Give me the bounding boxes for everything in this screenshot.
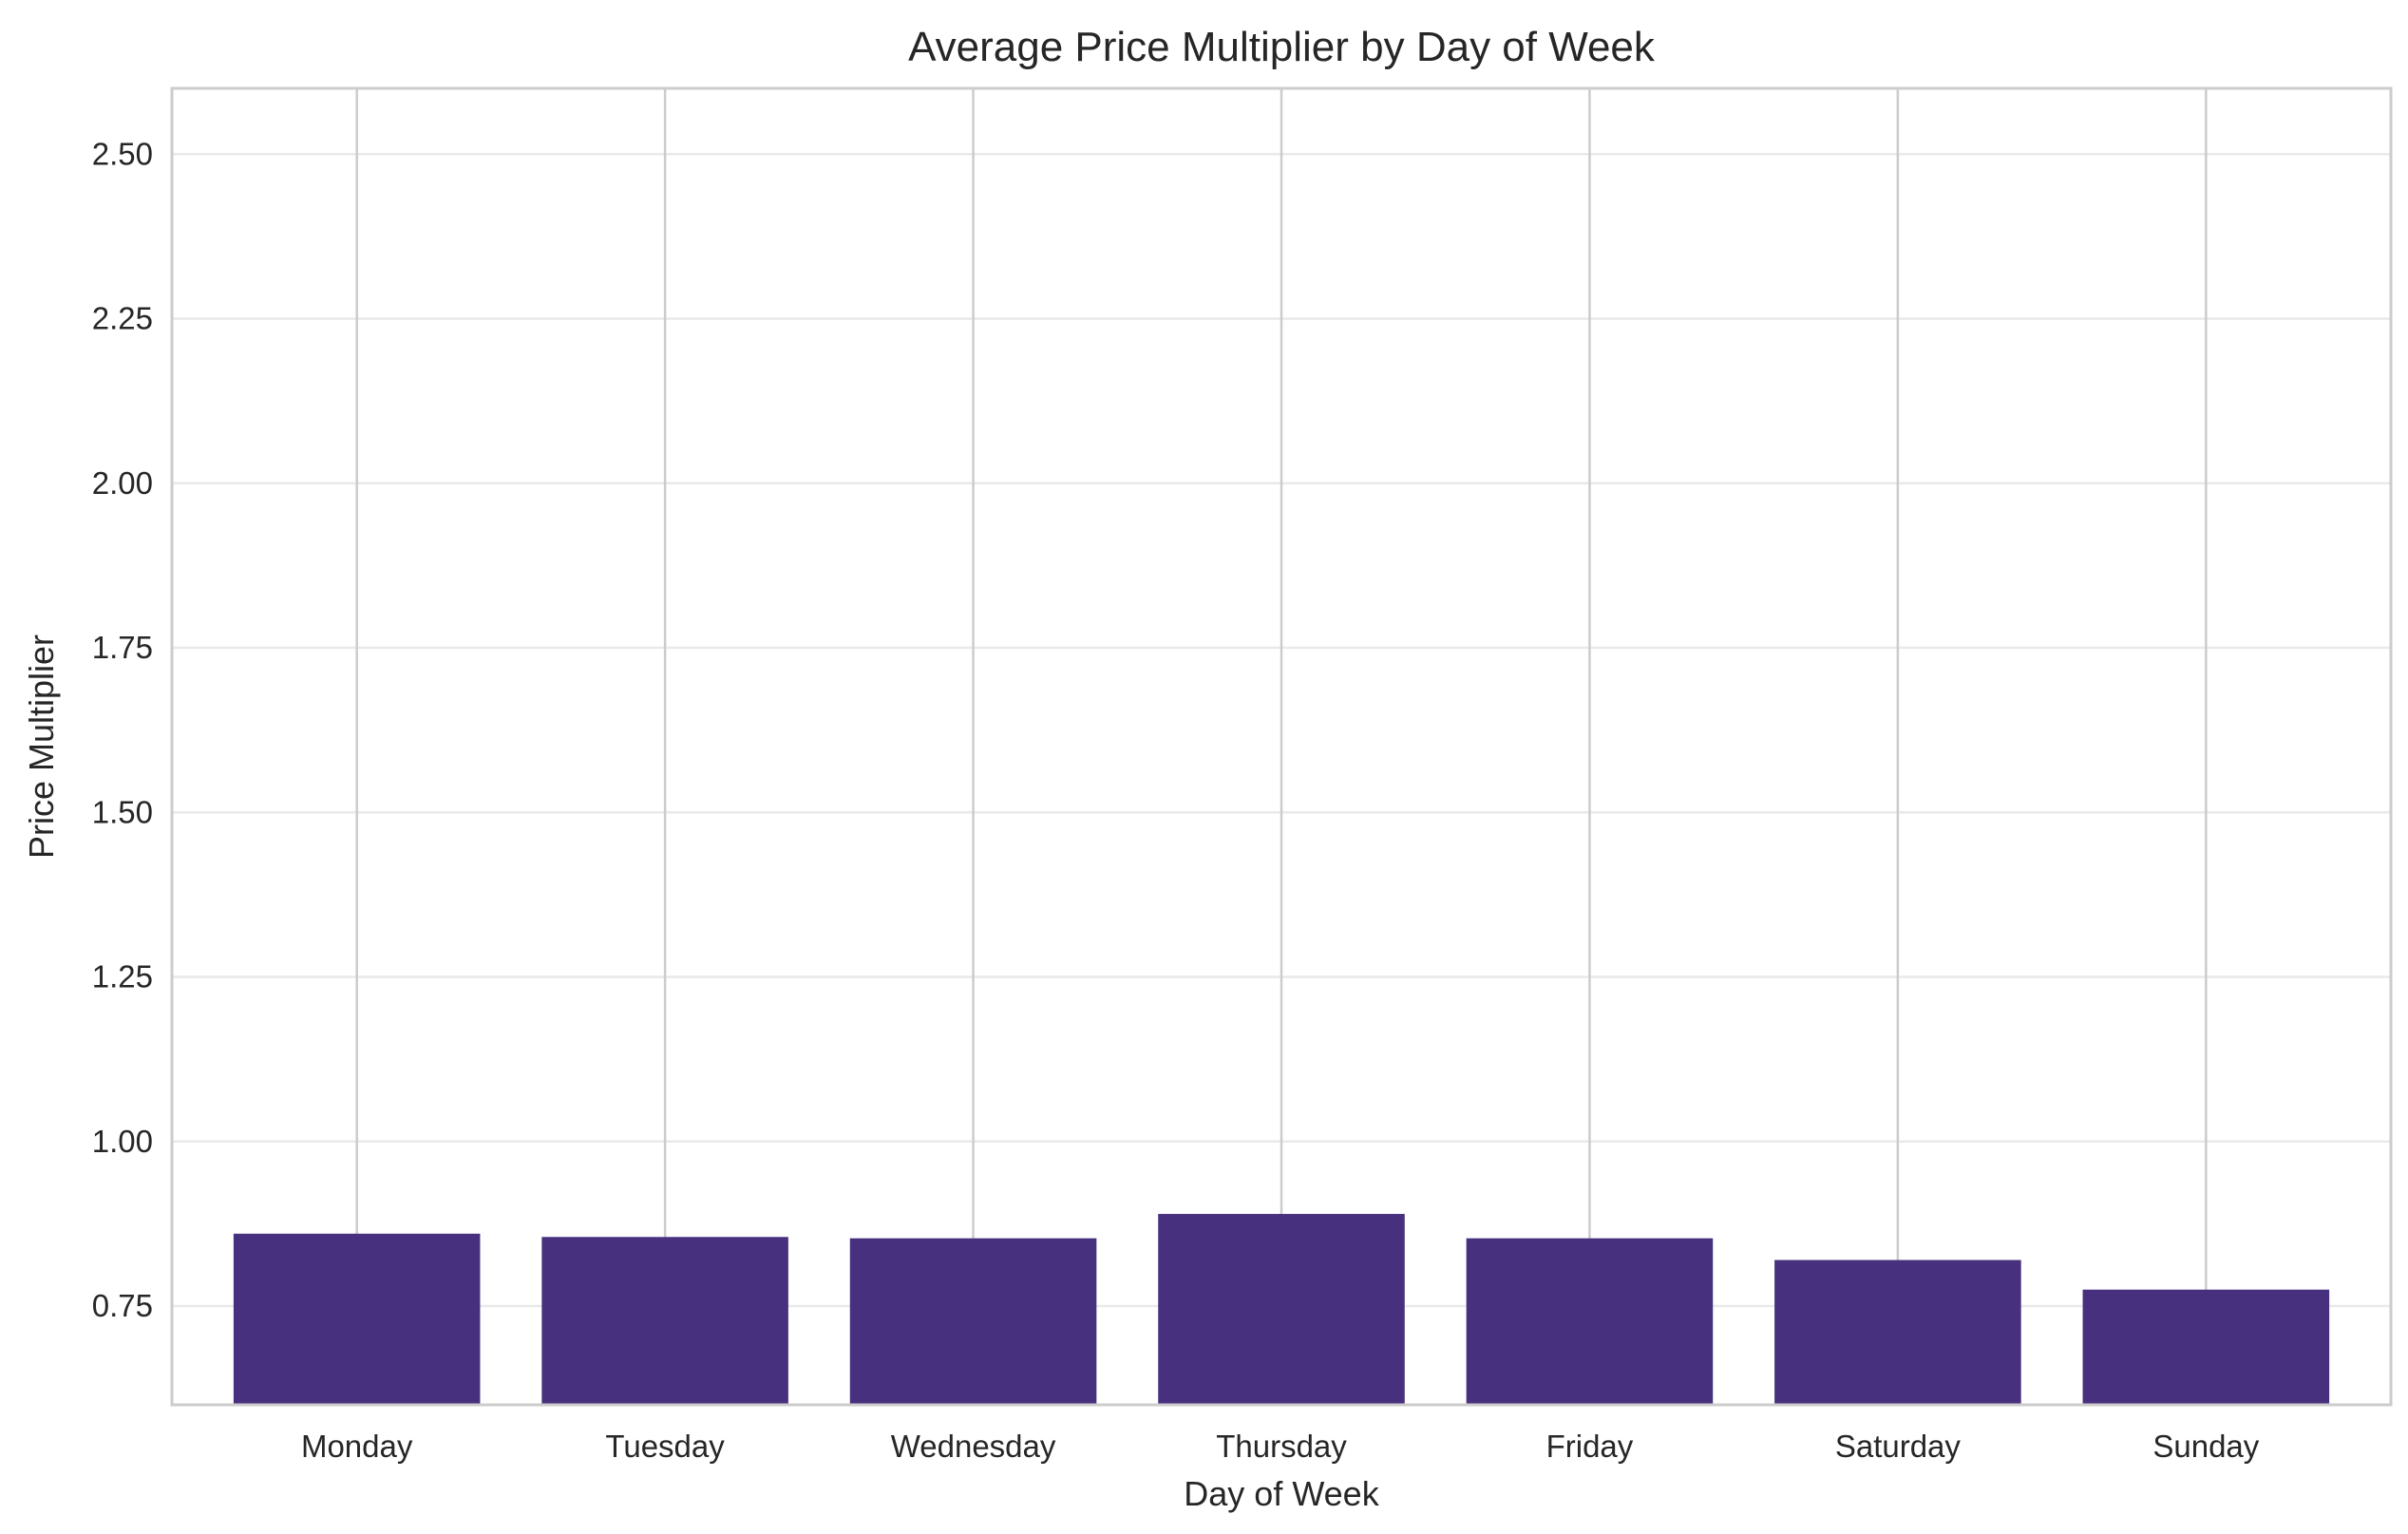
chart-title: Average Price Multiplier by Day of Week (908, 24, 1656, 70)
bar-sunday (2082, 1289, 2330, 1405)
plot-frame (170, 86, 2393, 1407)
y-axis-label: Price Multiplier (22, 634, 61, 859)
y-tick-label: 1.25 (92, 959, 153, 994)
x-tick-label-wednesday: Wednesday (891, 1429, 1056, 1464)
x-tick-label-sunday: Sunday (2152, 1429, 2259, 1464)
x-tick-labels: Monday Tuesday Wednesday Thursday Friday Satu… (301, 1429, 2260, 1464)
grid-layer (172, 88, 2391, 1405)
x-tick-label-monday: Monday (301, 1429, 413, 1464)
y-tick-label: 0.75 (92, 1288, 153, 1323)
x-axis-label: Day of Week (1184, 1474, 1379, 1513)
bar-wednesday (849, 1238, 1097, 1405)
y-tick-label: 1.00 (92, 1124, 153, 1159)
x-tick-label-thursday: Thursday (1216, 1429, 1347, 1464)
x-tick-label-friday: Friday (1546, 1429, 1634, 1464)
bar-tuesday (541, 1237, 788, 1405)
y-tick-labels: 0.75 1.00 1.25 1.50 1.75 2.00 2.25 2.50 (92, 136, 153, 1323)
y-tick-label: 2.00 (92, 465, 153, 501)
y-tick-label: 2.50 (92, 136, 153, 171)
y-tick-label: 2.25 (92, 301, 153, 336)
x-tick-label-saturday: Saturday (1835, 1429, 1962, 1464)
y-tick-label: 1.50 (92, 794, 153, 829)
y-tick-label: 1.75 (92, 630, 153, 665)
x-tick-label-tuesday: Tuesday (605, 1429, 725, 1464)
bars-layer (233, 1214, 2330, 1405)
bar-monday (233, 1233, 481, 1405)
bar-thursday (1158, 1214, 1405, 1405)
bar-saturday (1774, 1259, 2021, 1405)
bar-friday (1466, 1238, 1714, 1405)
